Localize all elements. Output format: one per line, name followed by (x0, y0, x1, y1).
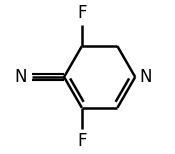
Text: N: N (14, 68, 27, 86)
Text: N: N (139, 68, 152, 86)
Text: F: F (77, 132, 87, 150)
Text: F: F (77, 4, 87, 22)
